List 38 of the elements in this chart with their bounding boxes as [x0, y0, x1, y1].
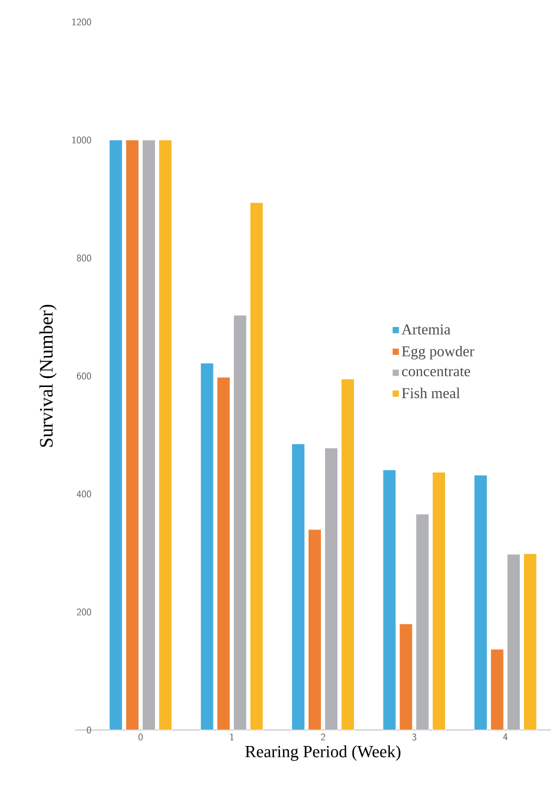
bar [324, 448, 338, 730]
x-tick-label: 4 [503, 734, 508, 740]
x-axis-title: Rearing Period (Week) [245, 745, 400, 761]
y-tick-label: 0 [86, 726, 92, 734]
bar [340, 378, 355, 730]
bar [474, 474, 488, 730]
bar [291, 444, 306, 730]
bar [126, 140, 140, 730]
y-tick-label: 200 [76, 608, 92, 616]
legend-label: concentrate [402, 368, 470, 376]
legend-label: Fish meal [402, 388, 460, 398]
y-tick-label: 1000 [72, 136, 92, 144]
y-tick-label: 1200 [72, 18, 92, 26]
bar [490, 648, 504, 730]
bar [200, 362, 214, 730]
bar [399, 623, 413, 730]
legend-label: Egg powder [402, 346, 474, 360]
bar [233, 314, 247, 730]
bar [216, 376, 230, 730]
x-tick-label: 2 [320, 734, 325, 740]
y-tick-label: 600 [76, 372, 92, 380]
bar [250, 202, 264, 730]
bar [506, 554, 520, 730]
bar [382, 470, 396, 730]
bar [308, 529, 322, 730]
bar [158, 140, 172, 730]
bar [432, 472, 446, 730]
y-axis-title: Survival (Number) [39, 304, 57, 447]
y-tick-label: 800 [76, 254, 92, 262]
x-tick-label: 1 [230, 734, 234, 740]
bar [109, 140, 123, 730]
x-tick-label: 3 [412, 734, 416, 741]
bar [416, 514, 430, 730]
y-tick-label: 400 [76, 490, 92, 498]
legend-label: Artemia [402, 324, 450, 334]
x-tick-label: 0 [138, 734, 143, 741]
bar [523, 553, 537, 730]
bar [142, 140, 156, 730]
